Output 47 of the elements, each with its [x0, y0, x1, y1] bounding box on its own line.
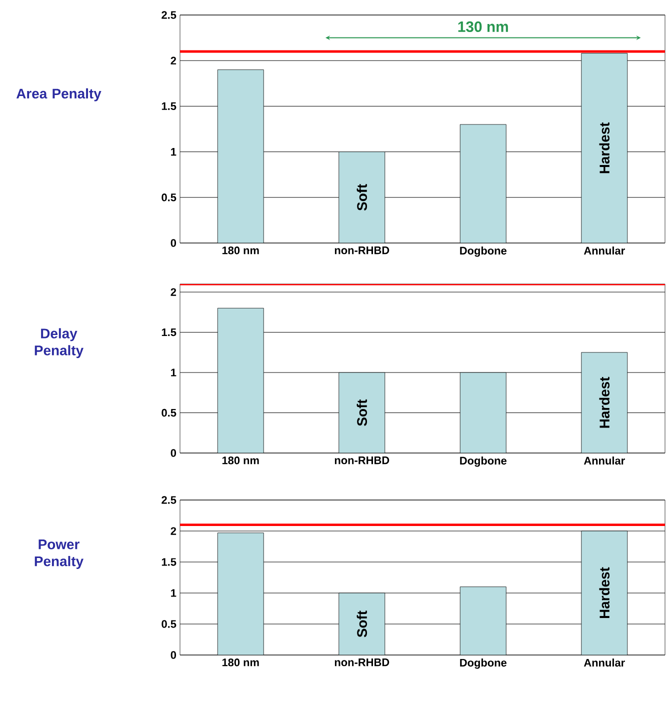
y-tick-label: 1.5	[162, 328, 176, 336]
x-tick-label: Annular	[584, 658, 625, 667]
annotation: 130 nm	[458, 21, 508, 32]
bar	[217, 308, 264, 454]
y-tick-label: 2.5	[162, 496, 176, 504]
y-tick-label: 0	[170, 239, 176, 247]
annotation: Hardest	[599, 376, 610, 428]
y-tick-label: 2	[170, 288, 176, 296]
y-tick-label: 2	[170, 527, 176, 535]
y-tick-label: 2.5	[162, 11, 176, 19]
bar	[581, 352, 628, 454]
x-tick-label: 180 nm	[222, 246, 259, 254]
annotation: Hardest	[599, 122, 610, 174]
x-tick-label: Dogbone	[460, 456, 506, 467]
x-tick-label: Annular	[584, 246, 625, 255]
y-tick-label: 1	[171, 148, 176, 156]
x-tick-label: 180 nm	[222, 658, 259, 666]
y-tick-label: 1.5	[162, 102, 176, 110]
x-tick-label: Dogbone	[460, 246, 506, 257]
y-tick-label: 0.5	[162, 408, 176, 417]
y-tick-label: 1.5	[162, 558, 176, 566]
x-tick-label: Dogbone	[460, 658, 506, 669]
bar	[217, 532, 264, 656]
annotation: Soft	[356, 610, 367, 638]
y-tick-label: 0.5	[162, 620, 176, 628]
y-axis-title: Area Penalty	[16, 88, 102, 102]
y-tick-label: 1	[171, 368, 176, 376]
x-tick-label: 180 nm	[222, 456, 259, 464]
y-tick-label: 0.5	[162, 194, 176, 202]
annotation: Soft	[356, 399, 367, 426]
x-tick-label: non-RHBD	[334, 658, 390, 666]
bar	[460, 586, 506, 656]
y-axis-title: Delay Penalty	[34, 328, 84, 358]
y-tick-label: 2	[170, 56, 176, 64]
y-axis-title: Power Penalty	[34, 540, 84, 569]
annotation: Soft	[356, 184, 367, 211]
bar	[581, 530, 628, 656]
bar	[338, 372, 386, 454]
y-tick-label: 1	[171, 589, 176, 597]
y-tick-label: 0	[170, 449, 176, 457]
bar	[338, 592, 386, 656]
x-tick-label: Annular	[584, 456, 625, 465]
x-tick-label: non-RHBD	[334, 246, 390, 254]
x-tick-label: non-RHBD	[334, 456, 390, 464]
y-tick-label: 0	[170, 651, 176, 659]
bar	[460, 372, 506, 454]
annotation: Hardest	[599, 567, 610, 618]
